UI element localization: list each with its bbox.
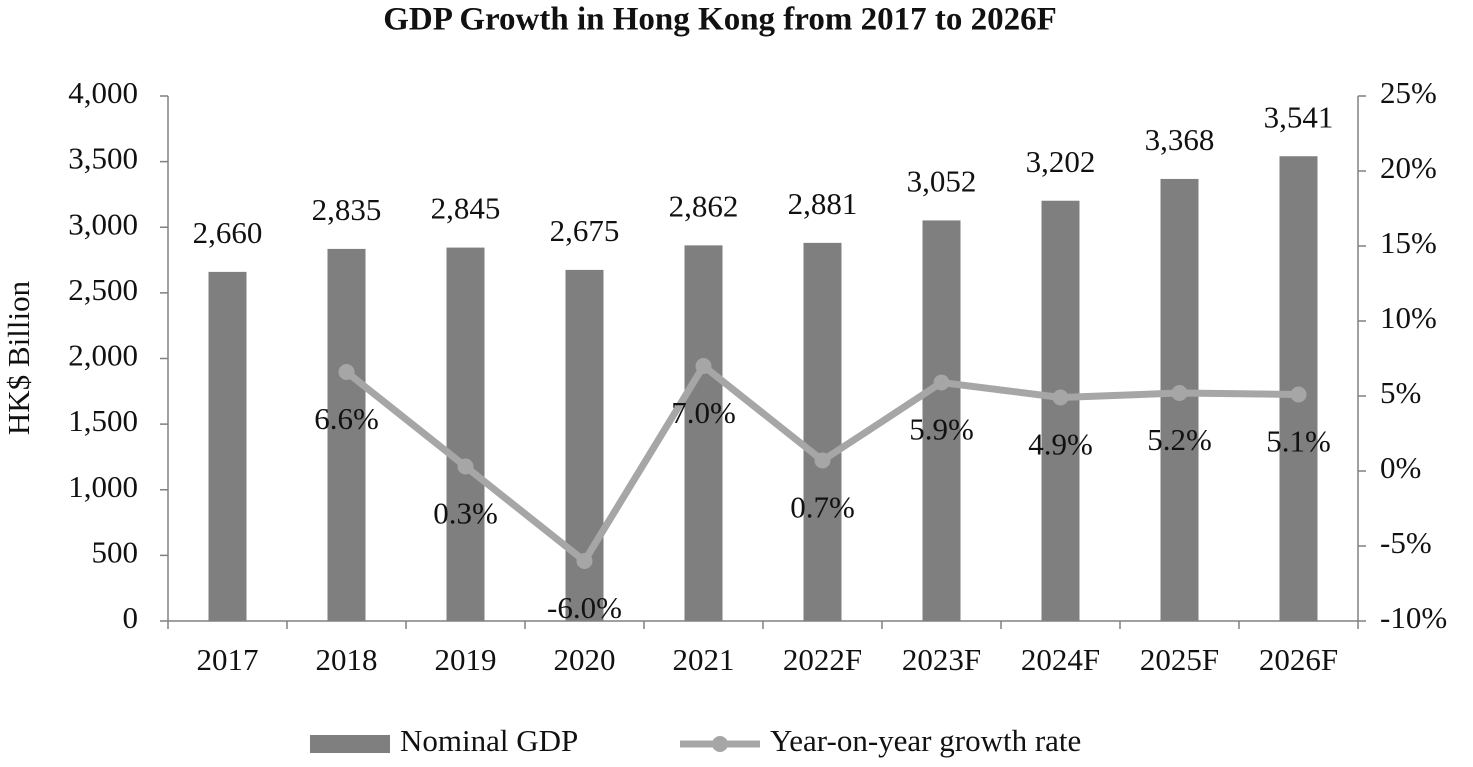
bar — [922, 220, 961, 622]
line-marker — [1052, 389, 1069, 406]
x-tick-label: 2026F — [1259, 642, 1338, 677]
bar — [208, 271, 247, 621]
bar-value-label: 3,541 — [1264, 99, 1334, 134]
x-tick-label: 2025F — [1140, 642, 1219, 677]
bar-value-label: 3,202 — [1026, 144, 1096, 179]
line-value-label: 5.2% — [1147, 422, 1212, 457]
line-marker — [814, 452, 831, 469]
line-marker — [933, 374, 950, 391]
y-axis-title: HK$ Billion — [1, 280, 36, 435]
bar — [684, 245, 723, 622]
x-tick-label: 2018 — [316, 642, 378, 677]
y-tick-label: 2,500 — [68, 272, 138, 307]
chart-title: GDP Growth in Hong Kong from 2017 to 202… — [383, 2, 1056, 38]
y-tick-label: 2,000 — [68, 338, 138, 373]
bar — [803, 242, 842, 621]
y-tick-label: 0 — [123, 600, 139, 635]
line-marker — [457, 458, 474, 475]
legend-swatch — [310, 735, 390, 753]
bar-value-label: 2,675 — [550, 213, 620, 248]
bar-value-label: 2,660 — [193, 215, 263, 250]
y-tick-label: 1,500 — [68, 403, 138, 438]
x-tick-label: 2024F — [1021, 642, 1100, 677]
legend-label: Nominal GDP — [400, 723, 578, 758]
bar-value-label: 2,862 — [669, 188, 739, 223]
bar — [1041, 200, 1080, 622]
y-tick-label: 4,000 — [68, 75, 138, 110]
bar — [327, 248, 366, 621]
y2-tick-label: -5% — [1380, 525, 1432, 560]
y2-tick-label: 20% — [1380, 150, 1437, 185]
line-marker — [1171, 385, 1188, 401]
y2-tick-label: 0% — [1380, 450, 1421, 485]
y-tick-label: 3,000 — [68, 206, 138, 241]
line-value-label: 0.3% — [433, 496, 498, 531]
line-marker — [1290, 386, 1307, 403]
bar-value-label: 2,835 — [312, 192, 382, 227]
line-marker — [338, 364, 355, 380]
x-tick-label: 2023F — [902, 642, 981, 677]
y2-tick-label: 5% — [1380, 375, 1421, 410]
y2-tick-label: 25% — [1380, 75, 1437, 110]
y2-tick-label: 10% — [1380, 300, 1437, 335]
line-marker — [576, 553, 593, 569]
line-value-label: 6.6% — [314, 401, 379, 436]
x-tick-label: 2017 — [197, 642, 259, 677]
line-value-label: 7.0% — [671, 395, 736, 430]
x-tick-label: 2022F — [783, 642, 862, 677]
x-tick-label: 2021 — [673, 642, 735, 677]
bar — [446, 247, 485, 621]
bar-value-label: 3,368 — [1145, 122, 1215, 157]
x-tick-label: 2020 — [554, 642, 616, 677]
line-value-label: 5.9% — [909, 412, 974, 447]
bar-value-label: 2,881 — [788, 186, 858, 221]
bar-value-label: 3,052 — [907, 164, 977, 199]
x-tick-label: 2019 — [435, 642, 497, 677]
legend-label: Year-on-year growth rate — [770, 723, 1081, 758]
legend-marker — [712, 736, 728, 752]
line-value-label: 0.7% — [790, 490, 855, 525]
y-tick-label: 3,500 — [68, 141, 138, 176]
y2-tick-label: 15% — [1380, 225, 1437, 260]
line-value-label: 5.1% — [1266, 424, 1331, 459]
line-value-label: 4.9% — [1028, 427, 1093, 462]
line-marker — [695, 358, 712, 374]
bar-value-label: 2,845 — [431, 191, 501, 226]
y2-tick-label: -10% — [1380, 600, 1447, 635]
y-tick-label: 500 — [92, 534, 139, 569]
y-tick-label: 1,000 — [68, 469, 138, 504]
line-value-label: -6.0% — [547, 590, 622, 625]
